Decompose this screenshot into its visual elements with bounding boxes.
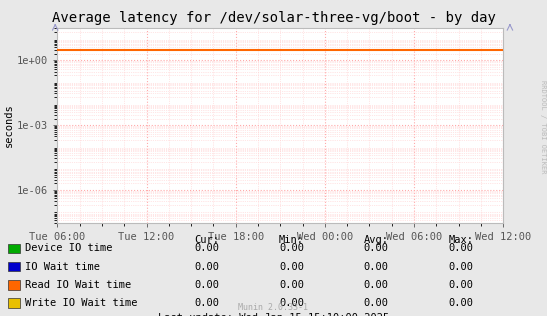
Text: 0.00: 0.00 [449, 243, 474, 253]
Text: Write IO Wait time: Write IO Wait time [25, 298, 137, 308]
Y-axis label: seconds: seconds [4, 104, 14, 148]
Text: 0.00: 0.00 [279, 280, 304, 290]
Text: 0.00: 0.00 [364, 262, 389, 271]
Text: Avg:: Avg: [364, 235, 389, 246]
Text: 0.00: 0.00 [194, 298, 219, 308]
Text: Cur:: Cur: [194, 235, 219, 246]
Text: Read IO Wait time: Read IO Wait time [25, 280, 131, 290]
Text: RRDTOOL / TOBI OETIKER: RRDTOOL / TOBI OETIKER [540, 80, 546, 173]
Text: IO Wait time: IO Wait time [25, 262, 100, 271]
Text: 0.00: 0.00 [194, 280, 219, 290]
Text: 0.00: 0.00 [364, 280, 389, 290]
Text: Munin 2.0.33-1: Munin 2.0.33-1 [238, 303, 309, 312]
Text: Max:: Max: [449, 235, 474, 246]
Text: 0.00: 0.00 [279, 243, 304, 253]
Text: Average latency for /dev/solar-three-vg/boot - by day: Average latency for /dev/solar-three-vg/… [51, 11, 496, 25]
Text: 0.00: 0.00 [449, 262, 474, 271]
Text: 0.00: 0.00 [364, 298, 389, 308]
Text: Min:: Min: [279, 235, 304, 246]
Text: 0.00: 0.00 [194, 243, 219, 253]
Text: 0.00: 0.00 [194, 262, 219, 271]
Text: 0.00: 0.00 [449, 298, 474, 308]
Text: Last update: Wed Jan 15 15:10:00 2025: Last update: Wed Jan 15 15:10:00 2025 [158, 313, 389, 316]
Text: 0.00: 0.00 [364, 243, 389, 253]
Text: 0.00: 0.00 [279, 298, 304, 308]
Text: 0.00: 0.00 [449, 280, 474, 290]
Text: 0.00: 0.00 [279, 262, 304, 271]
Text: Device IO time: Device IO time [25, 243, 112, 253]
